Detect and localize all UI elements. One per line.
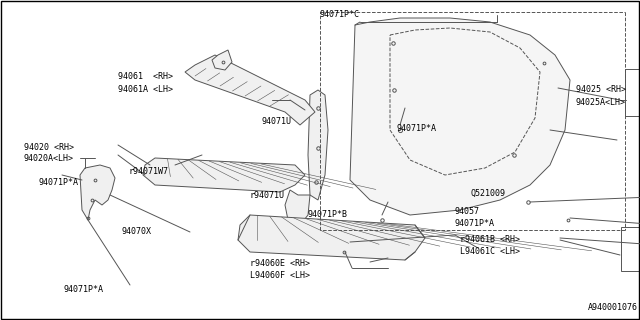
Text: A940001076: A940001076 — [588, 303, 638, 312]
Text: 94061  <RH>: 94061 <RH> — [118, 72, 173, 81]
Polygon shape — [143, 158, 305, 192]
Text: 94025A<LH>: 94025A<LH> — [576, 98, 626, 107]
Polygon shape — [238, 215, 425, 260]
FancyBboxPatch shape — [621, 227, 639, 271]
Text: 94071P*A: 94071P*A — [397, 124, 437, 132]
Polygon shape — [308, 90, 328, 200]
Text: 94070X: 94070X — [122, 228, 152, 236]
Polygon shape — [350, 18, 570, 215]
Text: Q521009: Q521009 — [470, 189, 506, 198]
Text: L94060F <LH>: L94060F <LH> — [250, 271, 310, 280]
Text: 94057: 94057 — [454, 207, 479, 216]
Text: 94061A <LH>: 94061A <LH> — [118, 85, 173, 94]
Text: r94060E <RH>: r94060E <RH> — [250, 260, 310, 268]
Text: 94025 <RH>: 94025 <RH> — [576, 85, 626, 94]
Polygon shape — [80, 165, 115, 220]
Text: L94061C <LH>: L94061C <LH> — [460, 247, 520, 256]
Text: 94020A<LH>: 94020A<LH> — [24, 154, 74, 163]
Text: r94061B <RH>: r94061B <RH> — [460, 236, 520, 244]
FancyBboxPatch shape — [625, 69, 640, 116]
Text: 94071U: 94071U — [261, 117, 291, 126]
Text: 94071P*C: 94071P*C — [320, 10, 360, 19]
Text: 94071P*A: 94071P*A — [38, 178, 79, 187]
Polygon shape — [185, 55, 315, 125]
Text: 94020 <RH>: 94020 <RH> — [24, 143, 74, 152]
Text: r94071W7: r94071W7 — [128, 167, 168, 176]
Text: r94071U: r94071U — [250, 191, 285, 200]
Polygon shape — [285, 190, 310, 225]
Text: 94071P*B: 94071P*B — [307, 210, 347, 219]
Text: 94071P*A: 94071P*A — [63, 285, 103, 294]
Polygon shape — [212, 50, 232, 70]
Text: 94071P*A: 94071P*A — [454, 220, 494, 228]
